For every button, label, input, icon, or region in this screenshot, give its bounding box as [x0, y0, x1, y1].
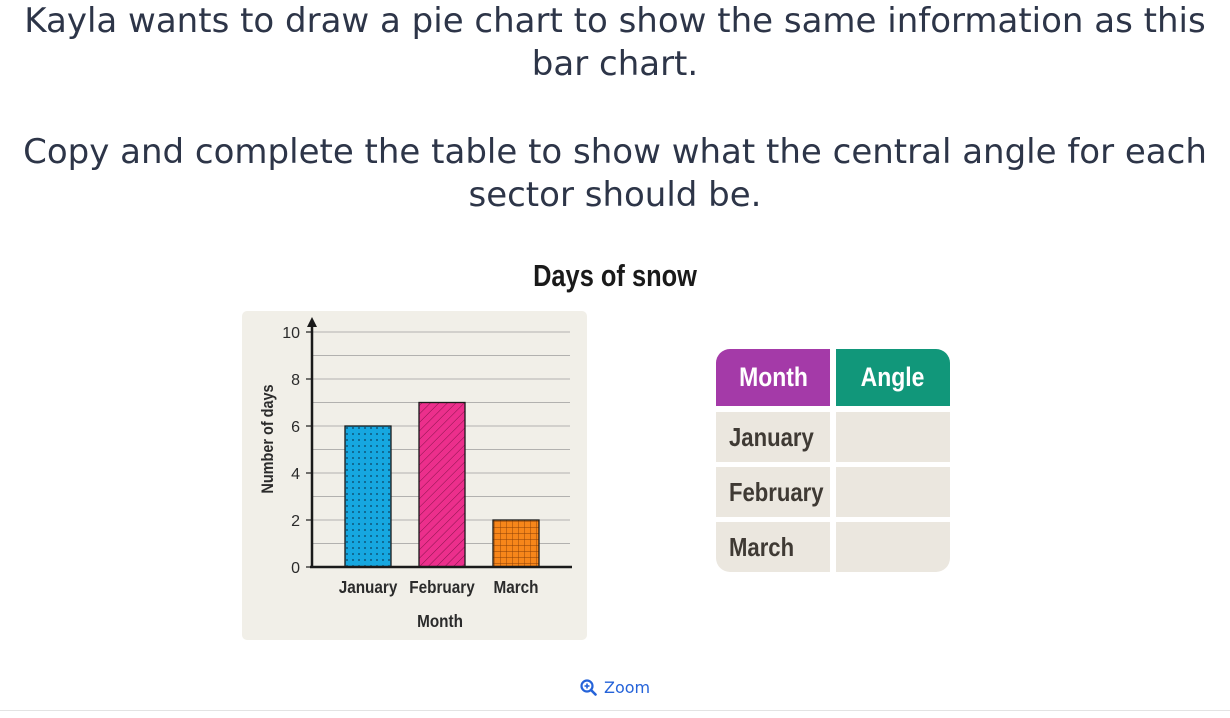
x-tick-label: March [493, 577, 538, 597]
y-tick-label: 8 [291, 372, 300, 389]
table-header-month: Month [716, 349, 830, 406]
y-axis-arrow [307, 317, 317, 327]
question-line-2: Copy and complete the table to show what… [23, 132, 1207, 215]
question-line-1: Kayla wants to draw a pie chart to show … [24, 1, 1206, 84]
y-tick-label: 10 [282, 325, 300, 342]
table-row-march-angle[interactable] [836, 522, 950, 572]
chart-title: Days of snow [533, 258, 697, 293]
y-tick-label: 4 [291, 466, 300, 483]
y-tick-label: 6 [291, 419, 300, 436]
x-tick-label: February [409, 577, 475, 597]
zoom-button[interactable]: Zoom [580, 678, 650, 697]
table-row-february-month: February [716, 467, 830, 517]
bar-chart: 0 2 4 6 8 10 January February March Number of da… [259, 317, 572, 631]
zoom-label: Zoom [604, 678, 651, 697]
table-row-february-angle[interactable] [836, 467, 950, 517]
table-row-january-month: January [716, 412, 830, 462]
angle-table: Month Angle January February March [716, 349, 950, 573]
zoom-in-icon [580, 679, 597, 696]
table-row-january-angle[interactable] [836, 412, 950, 462]
x-axis-label: Month [417, 611, 463, 631]
table-row-march-month: March [716, 522, 830, 572]
y-tick-label: 2 [291, 513, 300, 530]
bar-march [492, 519, 540, 568]
bar-january [344, 425, 392, 568]
y-axis-label: Number of days [259, 384, 277, 493]
bar-february [418, 401, 466, 568]
table-header-angle: Angle [836, 349, 950, 406]
bottom-divider [0, 710, 1230, 711]
x-tick-label: January [339, 577, 398, 597]
bar-chart-panel: 0 2 4 6 8 10 January February March Number of da… [242, 311, 587, 640]
y-tick-label: 0 [291, 560, 300, 577]
